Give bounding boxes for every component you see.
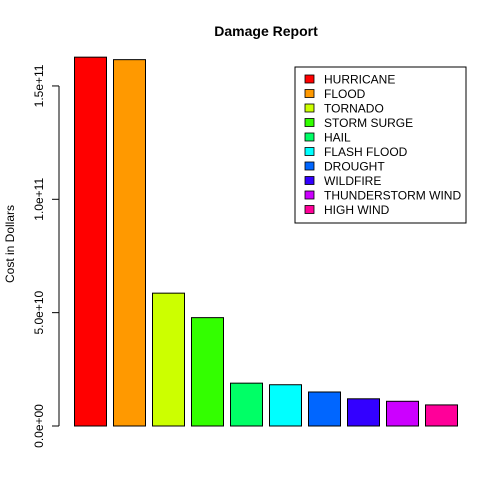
legend-swatch <box>304 161 315 171</box>
legend-swatch <box>304 190 315 200</box>
legend-swatch <box>304 205 315 214</box>
legend-label: THUNDERSTORM WIND <box>324 189 461 203</box>
legend-label: STORM SURGE <box>324 116 413 130</box>
legend-label: FLOOD <box>324 87 366 101</box>
legend-label: HURRICANE <box>324 73 395 87</box>
legend-box <box>294 66 467 224</box>
y-tick-label: 5.0e+10 <box>32 290 46 334</box>
legend-swatch <box>304 132 315 142</box>
y-axis: 0.0e+00 5.0e+10 1.0e+11 1.5e+11 <box>32 64 60 448</box>
bar-thunderstorm-wind <box>386 400 419 427</box>
y-tick-label: 1.5e+11 <box>32 64 46 107</box>
y-axis-label: Cost in Dollars <box>3 205 17 283</box>
y-tick-label: 0.0e+00 <box>32 404 46 448</box>
legend-swatch <box>304 176 315 185</box>
bar-hurricane <box>74 56 107 427</box>
legend-swatch <box>304 74 315 84</box>
bar-high-wind <box>425 404 458 427</box>
bar-storm-surge <box>191 317 224 427</box>
chart-title: Damage Report <box>214 23 318 39</box>
legend-label: HAIL <box>324 131 351 145</box>
legend-label: HIGH WIND <box>324 203 390 217</box>
bars-group <box>74 56 458 427</box>
legend-label: DROUGHT <box>324 160 385 174</box>
y-tick-label: 1.0e+11 <box>32 178 46 221</box>
bar-tornado <box>152 292 185 427</box>
legend-swatch <box>304 103 315 113</box>
bar-hail <box>230 382 263 427</box>
legend-label: TORNADO <box>324 102 384 116</box>
bar-drought <box>308 391 341 427</box>
legend-swatch <box>304 147 315 156</box>
legend-swatch <box>304 89 315 98</box>
legend-label: WILDFIRE <box>324 174 381 188</box>
bar-flash-flood <box>269 384 302 427</box>
bar-wildfire <box>347 398 380 427</box>
legend-swatch <box>304 118 315 127</box>
legend-label: FLASH FLOOD <box>324 145 408 159</box>
bar-flood <box>113 59 146 427</box>
